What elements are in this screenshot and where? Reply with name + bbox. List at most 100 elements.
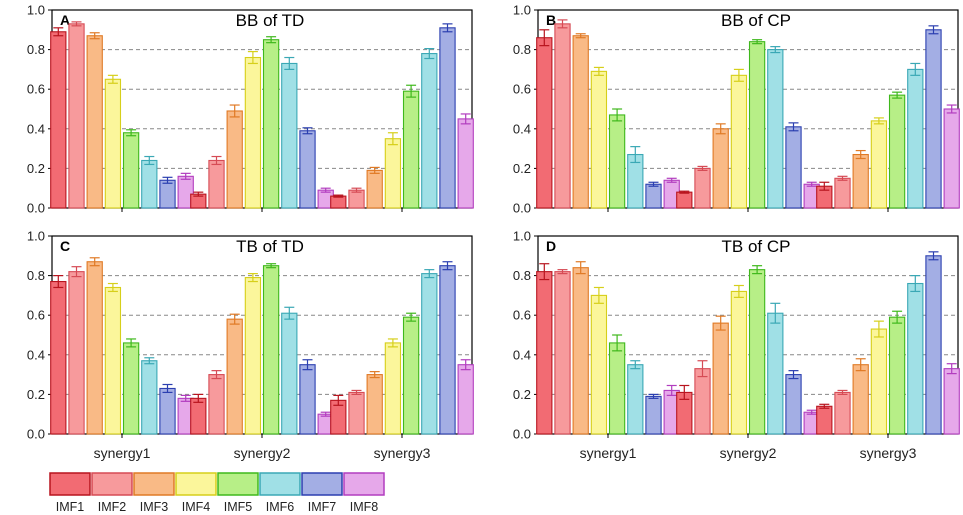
legend-swatch-imf8 [343, 472, 385, 496]
y-tick-label: 0.6 [513, 82, 531, 97]
bar-imf4-synergy1 [104, 286, 122, 435]
y-tick-label: 0.4 [513, 347, 531, 362]
bar-imf5-synergy3 [888, 316, 906, 435]
panel-letter: D [546, 238, 556, 254]
bar-imf7-synergy1 [159, 387, 176, 435]
y-tick-label: 0.4 [513, 121, 531, 136]
bar-imf3-synergy3 [852, 153, 869, 209]
y-tick-label: 0.2 [27, 387, 45, 402]
bar-imf2-synergy1 [68, 271, 85, 435]
legend-label-imf6: IMF6 [266, 500, 295, 514]
legend-label-imf3: IMF3 [140, 500, 169, 514]
y-tick-label: 0.8 [27, 42, 45, 57]
panel-d: 0.0 0.2 0.4 0.6 0.8 1.0 D TB of CP synergy1 syner… [513, 229, 960, 461]
panel-letter: C [60, 238, 70, 254]
legend-label-imf4: IMF4 [182, 500, 211, 514]
panel-title: BB of CP [721, 11, 791, 30]
y-tick-label: 0.8 [27, 268, 45, 283]
chart-legend: IMF1 IMF2 IMF3 IMF4 IMF5 IMF6 IMF7 IMF8 [49, 472, 385, 514]
bar-imf5-synergy1 [608, 342, 626, 435]
bar-imf6-synergy3 [907, 282, 924, 435]
y-tick-label: 0.4 [27, 121, 45, 136]
y-tick-label: 0.0 [27, 427, 45, 442]
y-tick-label: 0.8 [513, 268, 531, 283]
bar-imf2-synergy2 [208, 159, 225, 209]
bar-imf1-synergy3 [330, 195, 347, 209]
y-tick-label: 0.2 [513, 387, 531, 402]
legend-label-imf8: IMF8 [350, 500, 379, 514]
y-tick-label: 0.2 [27, 161, 45, 176]
bar-imf3-synergy2 [226, 110, 243, 209]
bar-imf7-synergy2 [299, 364, 316, 435]
bar-imf4-synergy1 [590, 70, 608, 209]
y-tick-label: 1.0 [27, 229, 45, 244]
bar-imf6-synergy3 [421, 53, 438, 209]
bar-imf5-synergy1 [608, 114, 626, 209]
y-tick-label: 0.2 [513, 161, 531, 176]
bar-imf4-synergy2 [730, 74, 748, 209]
bar-imf3-synergy2 [712, 322, 729, 435]
bar-imf6-synergy1 [627, 364, 644, 435]
bar-imf2-synergy3 [834, 177, 851, 209]
panel-title: TB of CP [722, 237, 791, 256]
bar-imf3-synergy3 [366, 374, 383, 435]
y-tick-label: 0.4 [27, 347, 45, 362]
bar-imf4-synergy1 [590, 294, 608, 435]
bar-imf2-synergy3 [348, 189, 365, 209]
x-tick-label: synergy3 [374, 445, 431, 461]
bar-imf3-synergy2 [712, 128, 729, 209]
bar-imf4-synergy3 [870, 120, 888, 209]
bar-imf8-synergy3 [457, 118, 474, 209]
bar-imf5-synergy3 [402, 90, 420, 209]
bar-imf5-synergy3 [402, 316, 420, 435]
bar-imf7-synergy3 [925, 255, 942, 435]
bar-imf2-synergy3 [834, 391, 851, 435]
bar-imf3-synergy1 [572, 267, 589, 435]
bar-imf4-synergy2 [244, 277, 262, 435]
legend-swatch-imf6 [259, 472, 301, 496]
bar-imf7-synergy1 [159, 179, 176, 209]
bar-imf2-synergy1 [554, 23, 571, 209]
legend-swatch-imf4 [175, 472, 217, 496]
bar-imf4-synergy2 [244, 56, 262, 209]
bar-imf7-synergy3 [439, 27, 456, 209]
bar-imf6-synergy2 [767, 312, 784, 435]
bar-imf5-synergy1 [122, 132, 140, 209]
bar-imf2-synergy3 [348, 391, 365, 435]
bar-imf3-synergy3 [366, 169, 383, 209]
x-tick-label: synergy2 [720, 445, 777, 461]
bar-imf1-synergy1 [50, 280, 67, 435]
x-tick-label: synergy1 [94, 445, 151, 461]
y-tick-label: 0.0 [27, 201, 45, 216]
bar-imf2-synergy2 [208, 374, 225, 435]
bar-imf5-synergy2 [748, 41, 766, 209]
y-tick-label: 0.6 [27, 308, 45, 323]
bar-imf4-synergy3 [384, 342, 402, 435]
panel-b: 0.0 0.2 0.4 0.6 0.8 1.0 B BB of CP [513, 3, 960, 216]
panel-title: TB of TD [236, 237, 304, 256]
x-tick-label: synergy1 [580, 445, 637, 461]
bar-imf7-synergy3 [439, 265, 456, 435]
panel-title: BB of TD [236, 11, 305, 30]
y-tick-label: 0.6 [513, 308, 531, 323]
bar-imf7-synergy1 [645, 183, 662, 209]
legend-label-imf7: IMF7 [308, 500, 337, 514]
legend-label-imf1: IMF1 [56, 500, 85, 514]
legend-swatch-imf1 [49, 472, 91, 496]
panel-a: 0.0 0.2 0.4 0.6 0.8 1.0 A BB of TD [27, 3, 474, 216]
y-tick-label: 0.0 [513, 201, 531, 216]
y-tick-label: 1.0 [513, 229, 531, 244]
bar-imf3-synergy3 [852, 364, 869, 435]
bar-imf6-synergy3 [421, 273, 438, 435]
bar-imf8-synergy3 [457, 364, 474, 435]
x-tick-label: synergy3 [860, 445, 917, 461]
legend-swatch-imf3 [133, 472, 175, 496]
legend-swatch-imf5 [217, 472, 259, 496]
bar-imf1-synergy1 [536, 37, 553, 209]
bar-imf4-synergy1 [104, 78, 122, 209]
y-tick-label: 0.0 [513, 427, 531, 442]
bar-imf2-synergy2 [694, 368, 711, 435]
panel-c: 0.0 0.2 0.4 0.6 0.8 1.0 C TB of TD synergy1 syner… [27, 229, 474, 461]
bar-imf6-synergy2 [281, 62, 298, 209]
